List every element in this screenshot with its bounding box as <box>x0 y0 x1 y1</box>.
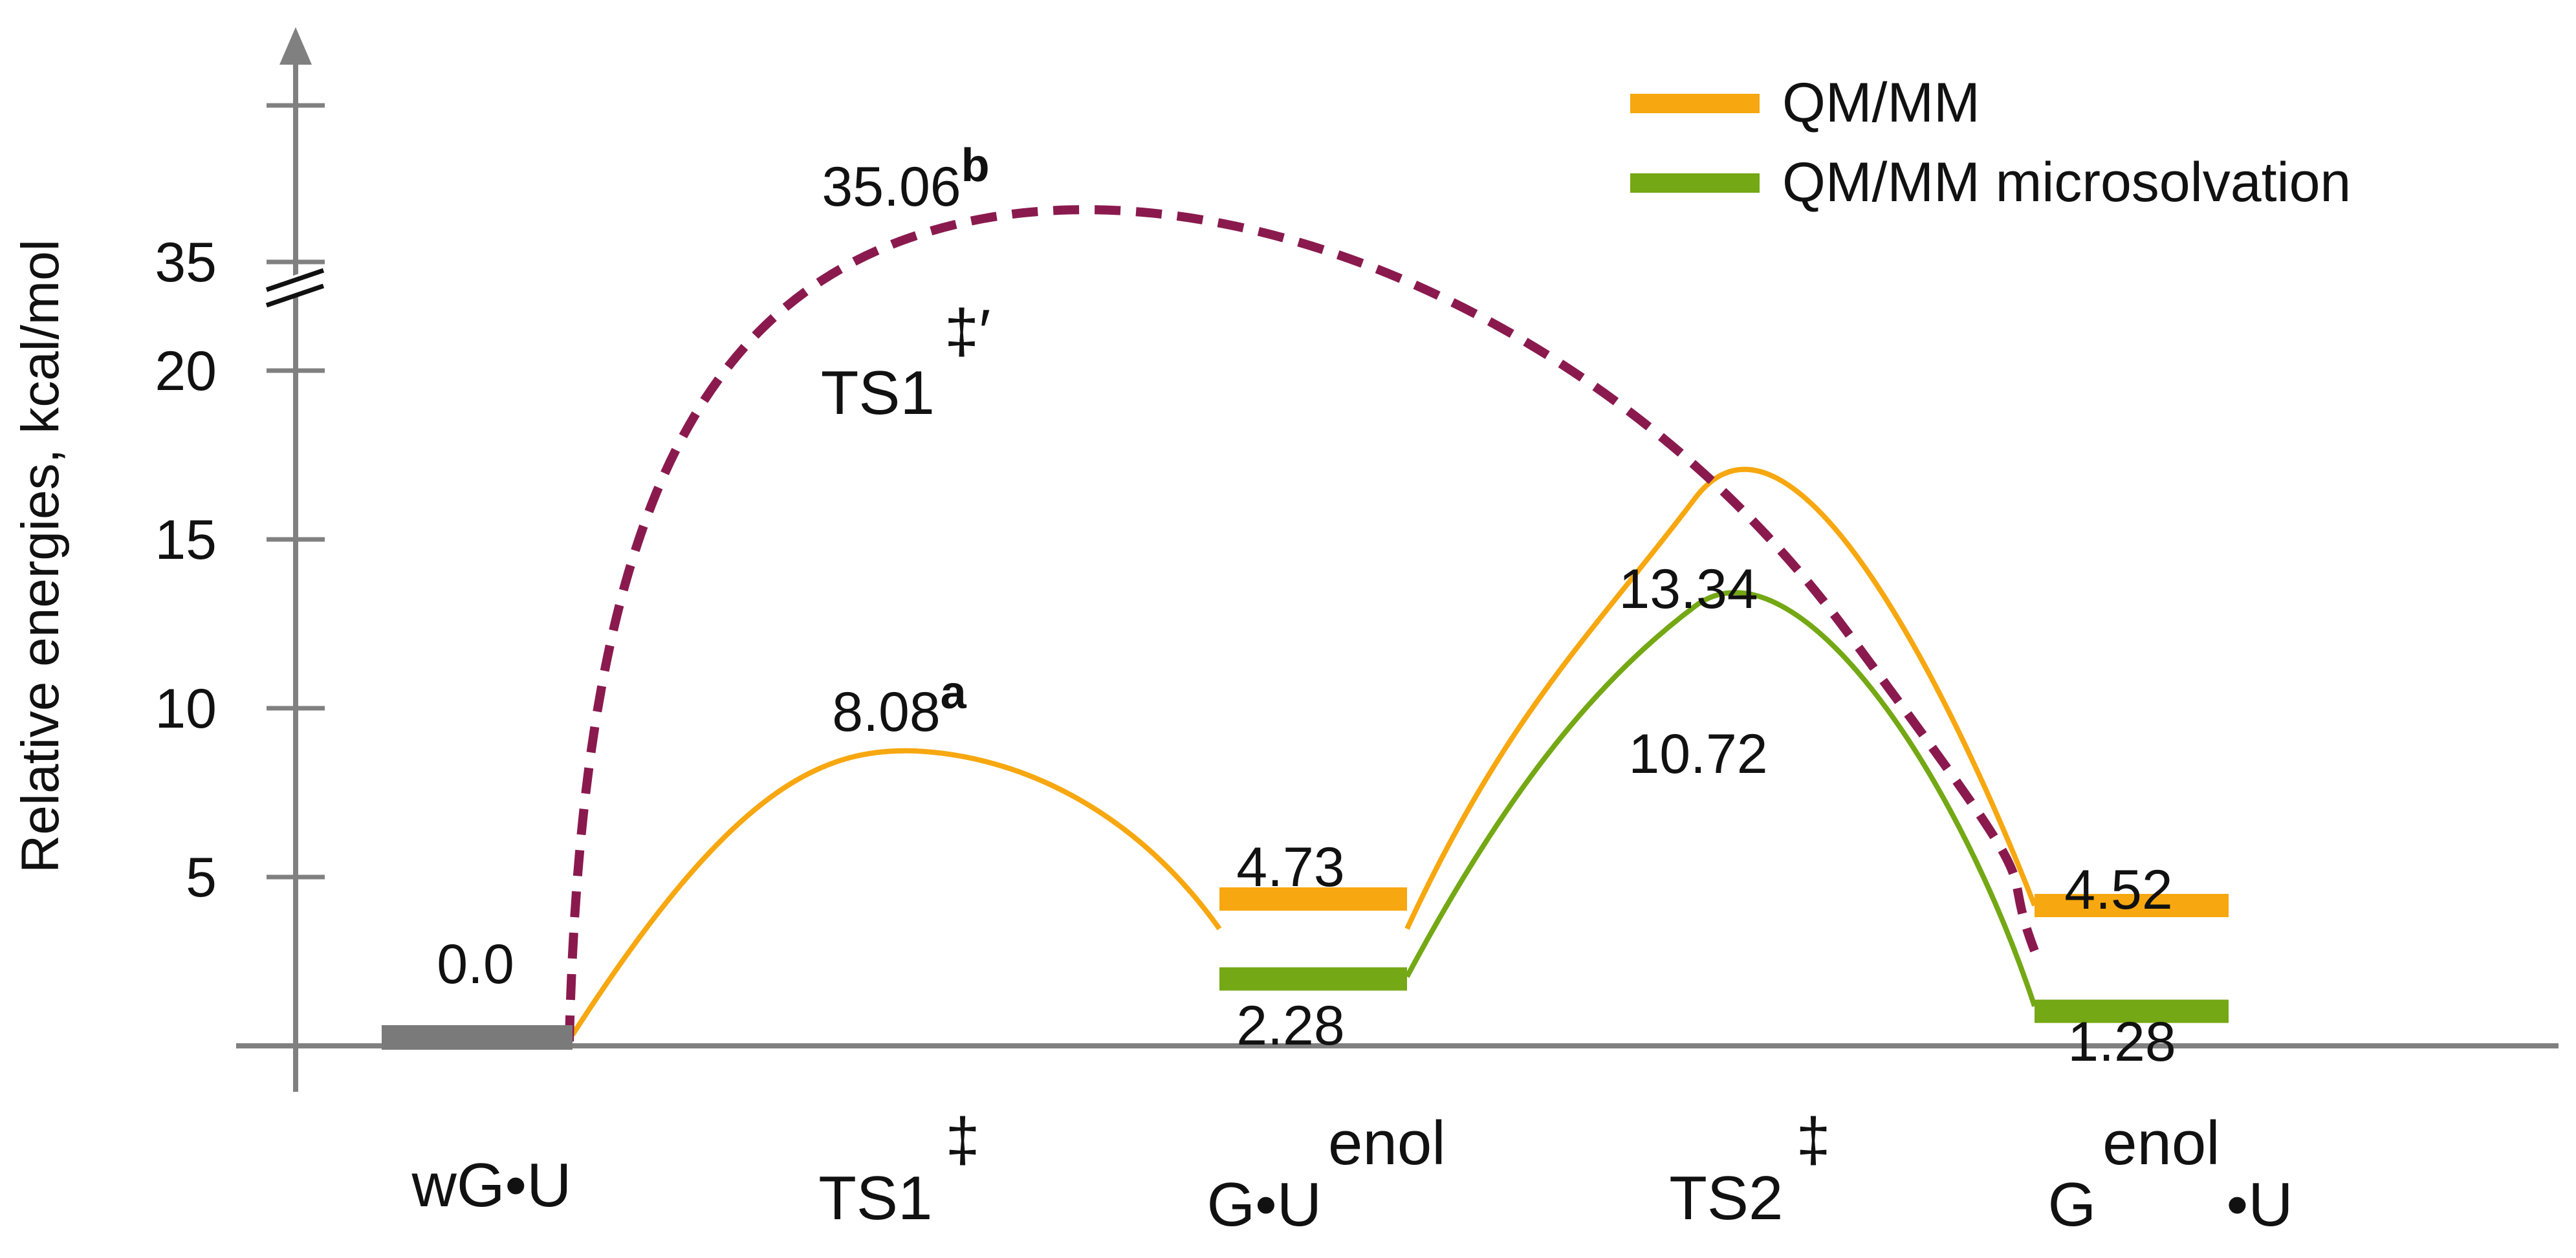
legend: QM/MM QM/MM microsolvation <box>1630 72 2351 213</box>
y-tick-label: 35 <box>155 232 217 294</box>
value-microsolv-gu-enol: 2.28 <box>1236 995 1344 1057</box>
value-wgu: 0.0 <box>437 933 514 995</box>
level-microsolv-g-enol-u <box>2035 999 2229 1023</box>
value-microsolv-ts2: 10.72 <box>1628 723 1767 785</box>
curve-microsolv-ts2 <box>1404 590 2037 1007</box>
curve-qmmm-ts1 <box>570 748 1222 1037</box>
value-qmmm-ts2: 13.34 <box>1619 558 1758 620</box>
curve-alt-ts1 <box>565 205 2039 1042</box>
value-qmmm-ts1: 8.08a <box>832 667 966 743</box>
state-label-ts1-prime: TS1‡′ <box>821 297 990 428</box>
value-alt-ts1: 35.06b <box>822 140 989 218</box>
y-axis-label: Relative energies, kcal/mol <box>11 239 70 873</box>
state-label-gu-enol: G•Uenol <box>1206 1109 1445 1239</box>
value-qmmm-g-enol-u: 4.52 <box>2064 859 2172 921</box>
y-tick-label: 20 <box>155 340 217 402</box>
legend-label-microsolvation: QM/MM microsolvation <box>1782 151 2351 213</box>
y-axis-arrow <box>279 27 312 65</box>
y-tick-label: 15 <box>155 509 217 571</box>
y-tick-label: 10 <box>155 678 217 740</box>
y-tick-label: 5 <box>186 847 217 909</box>
level-qmmm-gu-enol <box>1219 887 1407 911</box>
value-microsolv-g-enol-u: 1.28 <box>2068 1011 2176 1073</box>
value-qmmm-gu-enol: 4.73 <box>1236 836 1344 898</box>
state-label-wgu: wG•U <box>411 1151 572 1220</box>
level-qmmm-g-enol-u <box>2035 894 2229 918</box>
axis-break-icon <box>263 266 327 308</box>
state-label-ts2: TS2‡ <box>1669 1105 1830 1233</box>
value-qmmm-ts1-footnote: a <box>941 667 967 719</box>
x-labels: wG•U TS1‡ G•Uenol TS2‡ Genol•U <box>411 1105 2293 1239</box>
value-alt-ts1-footnote: b <box>961 140 990 191</box>
level-wgu <box>382 1025 573 1050</box>
legend-label-qmmm: QM/MM <box>1782 72 1980 134</box>
curve-qmmm-ts2 <box>1404 466 2037 930</box>
level-microsolv-gu-enol <box>1219 967 1407 991</box>
state-label-ts1: TS1‡ <box>818 1105 979 1233</box>
state-label-g-enol-u: Genol•U <box>2047 1109 2293 1239</box>
